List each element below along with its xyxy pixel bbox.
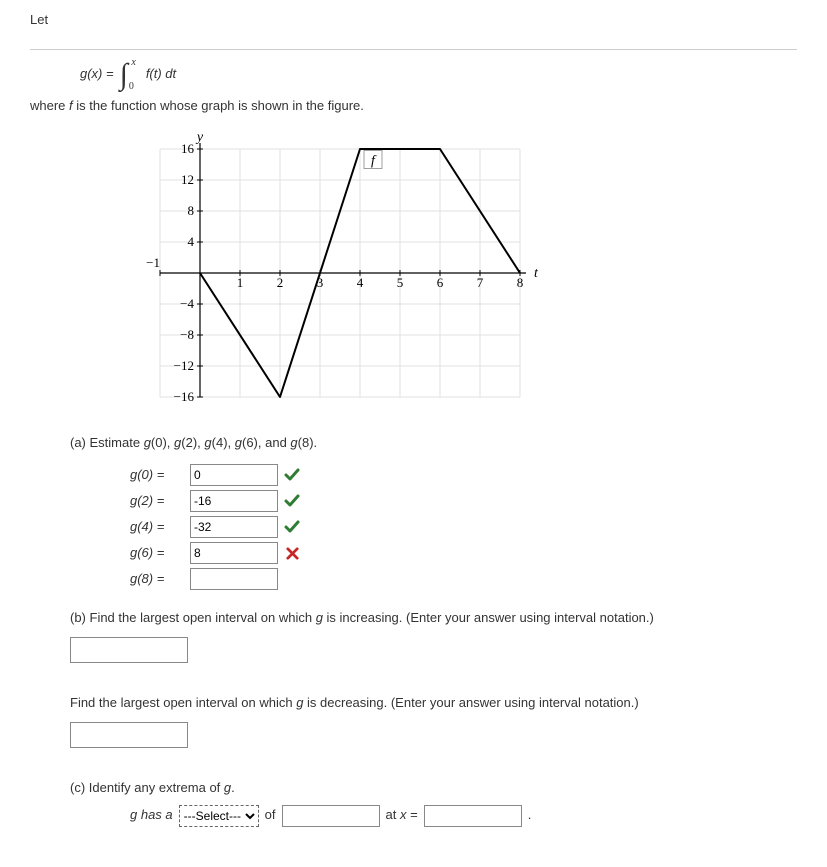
answer-row: g(4) = [130,516,797,538]
check-icon [284,467,300,483]
svg-text:−1: −1 [146,255,160,270]
g-has-a-label: g has a [130,805,173,826]
check-icon [284,493,300,509]
function-graph: −112345678161284−4−8−12−16ytf [120,131,540,409]
answer-label: g(4) = [130,517,184,538]
answer-input[interactable] [190,542,278,564]
answer-input[interactable] [190,464,278,486]
answer-row: g(2) = [130,490,797,512]
answer-input[interactable] [190,568,278,590]
svg-text:7: 7 [477,275,484,290]
svg-text:12: 12 [181,172,194,187]
answer-label: g(0) = [130,465,184,486]
svg-text:4: 4 [188,234,195,249]
answer-input[interactable] [190,490,278,512]
svg-text:−8: −8 [180,327,194,342]
part-b2-prompt: Find the largest open interval on which … [70,693,797,714]
of-label: of [265,805,276,826]
answer-row: g(8) = [130,568,797,590]
let-text: Let [30,12,48,27]
svg-text:16: 16 [181,141,195,156]
answer-label: g(8) = [130,569,184,590]
integrand: f(t) dt [146,64,176,85]
part-c-prompt: (c) Identify any extrema of g. [70,778,797,799]
check-icon [284,519,300,535]
answer-row: g(0) = [130,464,797,486]
svg-text:5: 5 [397,275,404,290]
where-text: where f is the function whose graph is s… [30,96,797,117]
part-b1-prompt: (b) Find the largest open interval on wh… [70,608,797,629]
svg-text:8: 8 [517,275,524,290]
extremum-x-input[interactable] [424,805,522,827]
equation-gx: g(x) = ∫ x 0 f(t) dt [80,60,797,90]
integral-sign: ∫ x 0 [120,60,128,90]
gx-label: g(x) = [80,64,114,85]
chart-container: −112345678161284−4−8−12−16ytf [120,131,797,416]
part-b2-input[interactable] [70,722,188,748]
svg-text:2: 2 [277,275,284,290]
integral-upper-limit: x [131,58,135,68]
integral-lower-limit: 0 [129,82,134,92]
answer-label: g(6) = [130,543,184,564]
svg-text:y: y [195,131,204,145]
svg-text:−12: −12 [174,358,194,373]
part-b1-input[interactable] [70,637,188,663]
svg-text:t: t [534,266,539,281]
svg-text:4: 4 [357,275,364,290]
answer-input[interactable] [190,516,278,538]
svg-text:1: 1 [237,275,244,290]
answer-label: g(2) = [130,491,184,512]
top-divider [30,49,797,50]
answer-row: g(6) = [130,542,797,564]
svg-text:8: 8 [188,203,195,218]
svg-text:6: 6 [437,275,444,290]
at-x-label: at x = [386,805,418,826]
cross-icon [284,545,300,561]
svg-text:−16: −16 [174,389,195,404]
extremum-select[interactable]: ---Select--- [179,805,259,827]
part-a-prompt: (a) Estimate g(0), g(2), g(4), g(6), and… [70,433,797,454]
svg-text:−4: −4 [180,296,194,311]
extremum-of-input[interactable] [282,805,380,827]
period: . [528,805,532,826]
